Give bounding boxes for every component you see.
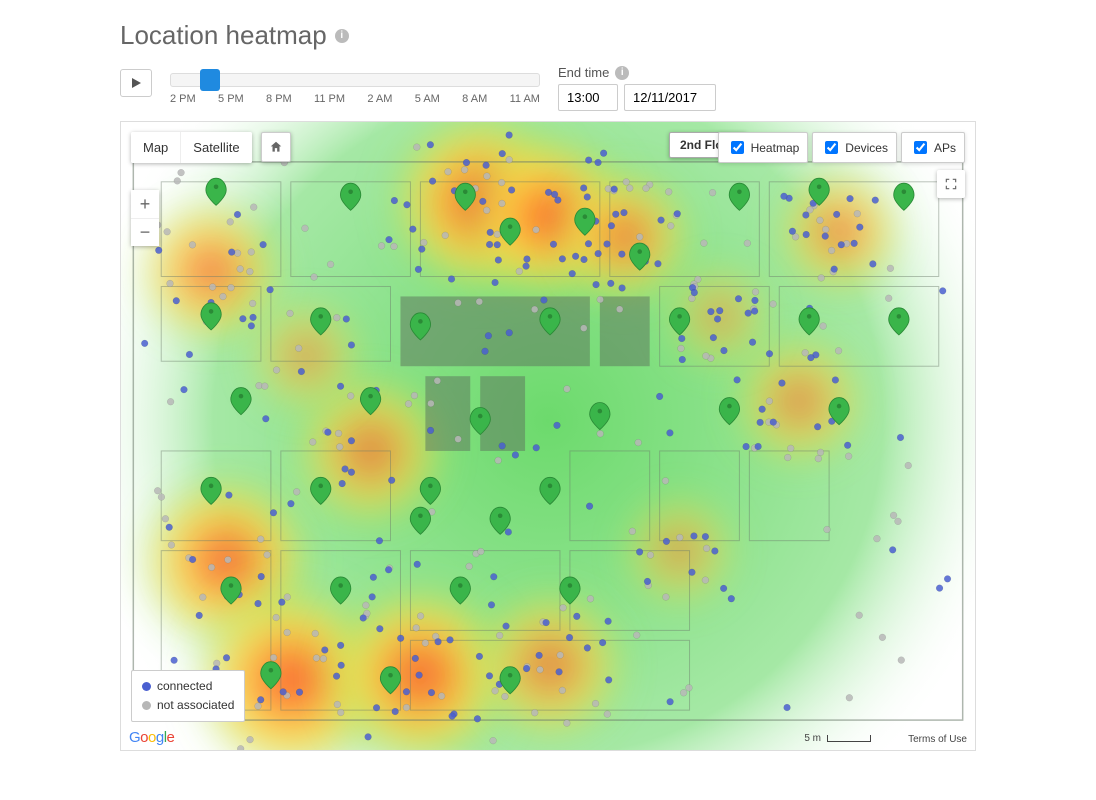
fullscreen-button[interactable] [937, 170, 965, 198]
legend-dot-not-associated [142, 701, 151, 710]
toggle-aps-label: APs [934, 141, 956, 155]
scale-bar: 5 m [804, 733, 871, 744]
fullscreen-icon [944, 177, 958, 191]
timeline-tick: 2 AM [367, 93, 392, 105]
info-icon[interactable]: i [335, 29, 349, 43]
timeline-slider[interactable] [170, 73, 540, 87]
home-icon [269, 140, 283, 154]
page-title: Location heatmap [120, 20, 327, 51]
legend-label-connected: connected [157, 677, 212, 696]
info-icon[interactable]: i [615, 66, 629, 80]
terms-link[interactable]: Terms of Use [908, 734, 967, 745]
toggle-heatmap-checkbox[interactable] [731, 141, 744, 154]
map-type-satellite[interactable]: Satellite [180, 132, 251, 163]
toggle-aps-checkbox[interactable] [914, 141, 927, 154]
endtime-label: End time [558, 65, 609, 80]
timeline-tick: 8 PM [266, 93, 292, 105]
toggle-devices-label: Devices [845, 141, 888, 155]
toggle-heatmap[interactable]: Heatmap [718, 132, 809, 163]
map-type-map[interactable]: Map [131, 132, 180, 163]
toggle-heatmap-label: Heatmap [751, 141, 800, 155]
timeline-slider-thumb[interactable] [200, 69, 220, 91]
endtime-time-input[interactable] [558, 84, 618, 111]
legend: connected not associated [131, 670, 245, 722]
timeline-tick: 2 PM [170, 93, 196, 105]
timeline-labels: 2 PM 5 PM 8 PM 11 PM 2 AM 5 AM 8 AM 11 AM [170, 93, 540, 105]
toggle-devices-checkbox[interactable] [825, 141, 838, 154]
timeline-tick: 11 AM [510, 93, 540, 105]
toggle-aps[interactable]: APs [901, 132, 965, 163]
google-attribution: Google [129, 729, 174, 746]
toggle-devices[interactable]: Devices [812, 132, 897, 163]
timeline-tick: 5 PM [218, 93, 244, 105]
zoom-in-button[interactable]: + [131, 190, 159, 218]
play-icon [130, 77, 142, 89]
timeline-tick: 5 AM [415, 93, 440, 105]
scale-label: 5 m [804, 733, 821, 744]
access-points-layer [121, 122, 975, 750]
timeline-tick: 11 PM [314, 93, 345, 105]
endtime-date-input[interactable] [624, 84, 716, 111]
legend-label-not-associated: not associated [157, 696, 234, 715]
zoom-out-button[interactable]: − [131, 218, 159, 246]
home-button[interactable] [261, 132, 291, 162]
map-area[interactable]: Map Satellite 2nd Floor Heatmap Devices … [120, 121, 976, 751]
timeline-tick: 8 AM [462, 93, 487, 105]
play-button[interactable] [120, 69, 152, 97]
legend-dot-connected [142, 682, 151, 691]
